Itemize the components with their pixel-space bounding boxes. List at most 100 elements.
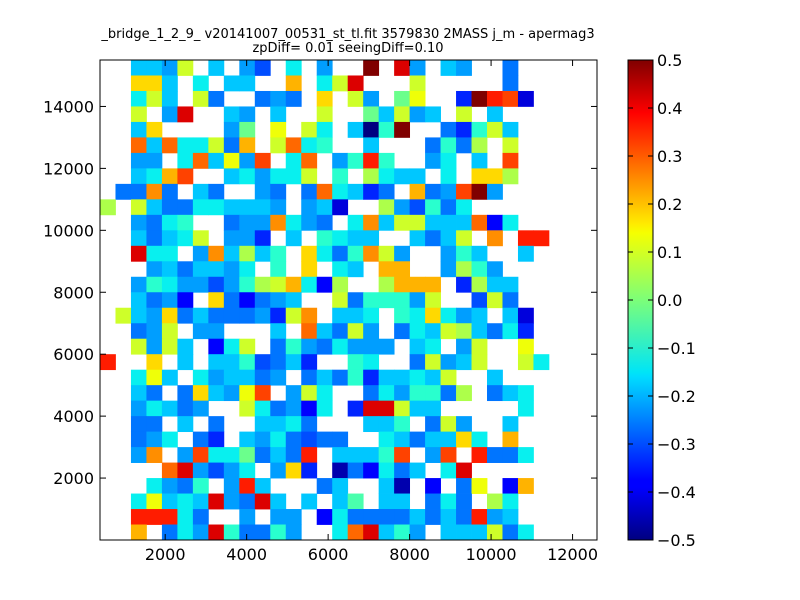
heatmap-cell xyxy=(471,431,488,448)
heatmap-cell xyxy=(456,137,472,154)
colorbar-tick-label: −0.1 xyxy=(657,339,696,358)
heatmap-cell xyxy=(409,307,426,324)
heatmap-cell xyxy=(456,60,472,61)
heatmap-cell xyxy=(425,493,441,510)
heatmap-cell xyxy=(161,323,178,340)
heatmap-cell xyxy=(239,261,256,278)
heatmap-cell xyxy=(332,431,349,448)
heatmap-cell xyxy=(161,307,178,324)
heatmap-cell xyxy=(471,214,488,231)
heatmap-cell xyxy=(440,323,457,340)
heatmap-cell xyxy=(456,121,472,138)
heatmap-cell xyxy=(409,431,426,448)
heatmap-cell xyxy=(316,106,333,123)
heatmap-cell xyxy=(177,493,194,510)
heatmap-cell xyxy=(223,199,240,216)
heatmap-cell xyxy=(316,478,333,494)
heatmap-cell xyxy=(347,245,364,262)
heatmap-cell xyxy=(394,292,411,309)
heatmap-cell xyxy=(456,478,472,494)
heatmap-cell xyxy=(332,230,349,247)
heatmap-cell xyxy=(130,416,147,433)
heatmap-cell xyxy=(502,214,519,231)
heatmap-cell xyxy=(208,447,225,463)
heatmap-cell xyxy=(316,431,333,448)
heatmap-cell xyxy=(456,462,472,479)
heatmap-cell xyxy=(394,462,411,479)
x-axis: 2000 4000 6000 8000 10000 12000 xyxy=(145,60,598,564)
heatmap-cell xyxy=(301,462,318,479)
heatmap-cell xyxy=(301,369,318,386)
heatmap-cell xyxy=(332,199,349,216)
colorbar-tick-label: 0.0 xyxy=(657,291,682,310)
heatmap-cell xyxy=(517,524,534,540)
heatmap-cell xyxy=(146,431,163,448)
heatmap-cell xyxy=(130,60,147,76)
heatmap-cell xyxy=(316,121,333,138)
heatmap-cell xyxy=(130,292,147,309)
heatmap-cell xyxy=(223,354,240,371)
heatmap-cell xyxy=(239,152,256,169)
chart-subtitle: zpDiff= 0.01 seeingDiff=0.10 xyxy=(252,41,443,56)
heatmap-cell xyxy=(487,106,503,123)
heatmap-cell xyxy=(425,338,441,355)
heatmap-cell xyxy=(332,447,349,463)
heatmap-cells xyxy=(100,60,550,540)
heatmap-cell xyxy=(161,60,178,76)
heatmap-cell xyxy=(130,245,147,262)
heatmap-cell xyxy=(409,338,426,355)
heatmap-cell xyxy=(270,462,287,479)
heatmap-cell xyxy=(130,431,147,448)
heatmap-cell xyxy=(208,183,225,200)
heatmap-cell xyxy=(440,137,457,154)
heatmap-cell xyxy=(347,323,364,340)
heatmap-cell xyxy=(146,509,163,525)
heatmap-cell xyxy=(316,323,333,340)
heatmap-cell xyxy=(456,524,472,540)
heatmap-cell xyxy=(239,121,256,138)
heatmap-cell xyxy=(270,400,287,417)
x-tick-label: 10000 xyxy=(466,545,517,564)
heatmap-cell xyxy=(146,478,163,494)
heatmap-cell xyxy=(456,354,472,371)
heatmap-cell xyxy=(270,323,287,340)
heatmap-cell xyxy=(363,462,380,479)
heatmap-cell xyxy=(394,90,411,107)
heatmap-cell xyxy=(394,276,411,293)
heatmap-cell xyxy=(316,60,333,76)
heatmap-cell xyxy=(177,261,194,278)
heatmap-cell xyxy=(347,354,364,371)
heatmap-cell xyxy=(425,152,441,169)
heatmap-cell xyxy=(239,385,256,402)
heatmap-cell xyxy=(270,369,287,386)
heatmap-cell xyxy=(223,338,240,355)
heatmap-cell xyxy=(146,276,163,293)
heatmap-cell xyxy=(502,493,519,510)
heatmap-cell xyxy=(239,338,256,355)
heatmap-cell xyxy=(285,214,302,231)
heatmap-cell xyxy=(394,524,411,540)
heatmap-cell xyxy=(301,152,318,169)
heatmap-cell xyxy=(270,447,287,463)
y-tick-label: 10000 xyxy=(43,221,94,240)
heatmap-cell xyxy=(146,245,163,262)
heatmap-cell xyxy=(363,230,380,247)
heatmap-cell xyxy=(223,524,240,540)
heatmap-cell xyxy=(316,75,333,92)
heatmap-cell xyxy=(223,60,240,61)
heatmap-cell xyxy=(239,400,256,417)
heatmap-cell xyxy=(285,137,302,154)
heatmap-cell xyxy=(254,183,271,200)
heatmap-cell xyxy=(177,524,194,540)
heatmap-cell xyxy=(440,462,457,479)
heatmap-cell xyxy=(487,121,503,138)
heatmap-cell xyxy=(146,307,163,324)
heatmap-cell xyxy=(270,261,287,278)
heatmap-cell xyxy=(394,323,411,340)
heatmap-cell xyxy=(192,323,209,340)
heatmap-cell xyxy=(254,245,271,262)
y-axis: 2000 4000 6000 8000 10000 12000 14000 xyxy=(43,97,597,488)
y-tick-label: 14000 xyxy=(43,97,94,116)
heatmap-cell xyxy=(456,60,472,76)
heatmap-cell xyxy=(146,447,163,463)
